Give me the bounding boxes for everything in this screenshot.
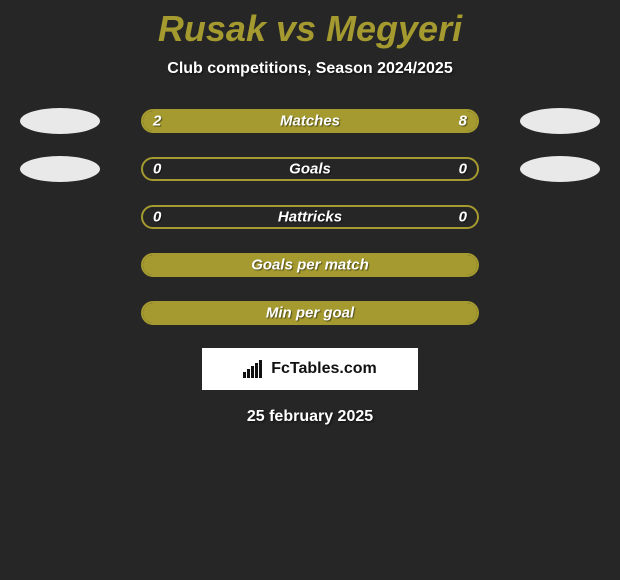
stat-row: 2 Matches 8: [0, 108, 620, 134]
stat-label: Goals: [289, 161, 331, 178]
stat-bar-hattricks: 0 Hattricks 0: [141, 205, 479, 229]
player-photo-left: [20, 156, 100, 182]
bars-icon: [243, 360, 265, 378]
player-photo-right: [520, 156, 600, 182]
stat-value-right: 0: [459, 209, 467, 226]
stat-bar-goals-per-match: Goals per match: [141, 253, 479, 277]
stat-bar-matches: 2 Matches 8: [141, 109, 479, 133]
page-subtitle: Club competitions, Season 2024/2025: [0, 60, 620, 78]
stat-label: Matches: [280, 113, 340, 130]
stat-label: Hattricks: [278, 209, 342, 226]
bar-fill-right: [203, 111, 477, 131]
watermark: FcTables.com: [202, 348, 418, 390]
watermark-text: FcTables.com: [271, 360, 377, 378]
page-title: Rusak vs Megyeri: [0, 0, 620, 50]
player-photo-left: [20, 108, 100, 134]
date-label: 25 february 2025: [0, 408, 620, 426]
stat-row: Min per goal: [0, 300, 620, 326]
stat-value-left: 0: [153, 161, 161, 178]
stat-value-left: 2: [153, 113, 161, 130]
stats-list: 2 Matches 8 0 Goals 0 0 Hattricks 0: [0, 108, 620, 326]
stat-row: 0 Hattricks 0: [0, 204, 620, 230]
stat-label: Min per goal: [266, 305, 354, 322]
stat-value-right: 0: [459, 161, 467, 178]
stat-label: Goals per match: [251, 257, 369, 274]
stat-row: 0 Goals 0: [0, 156, 620, 182]
stat-bar-min-per-goal: Min per goal: [141, 301, 479, 325]
stat-value-right: 8: [459, 113, 467, 130]
player-photo-right: [520, 108, 600, 134]
stat-row: Goals per match: [0, 252, 620, 278]
stat-value-left: 0: [153, 209, 161, 226]
stat-bar-goals: 0 Goals 0: [141, 157, 479, 181]
